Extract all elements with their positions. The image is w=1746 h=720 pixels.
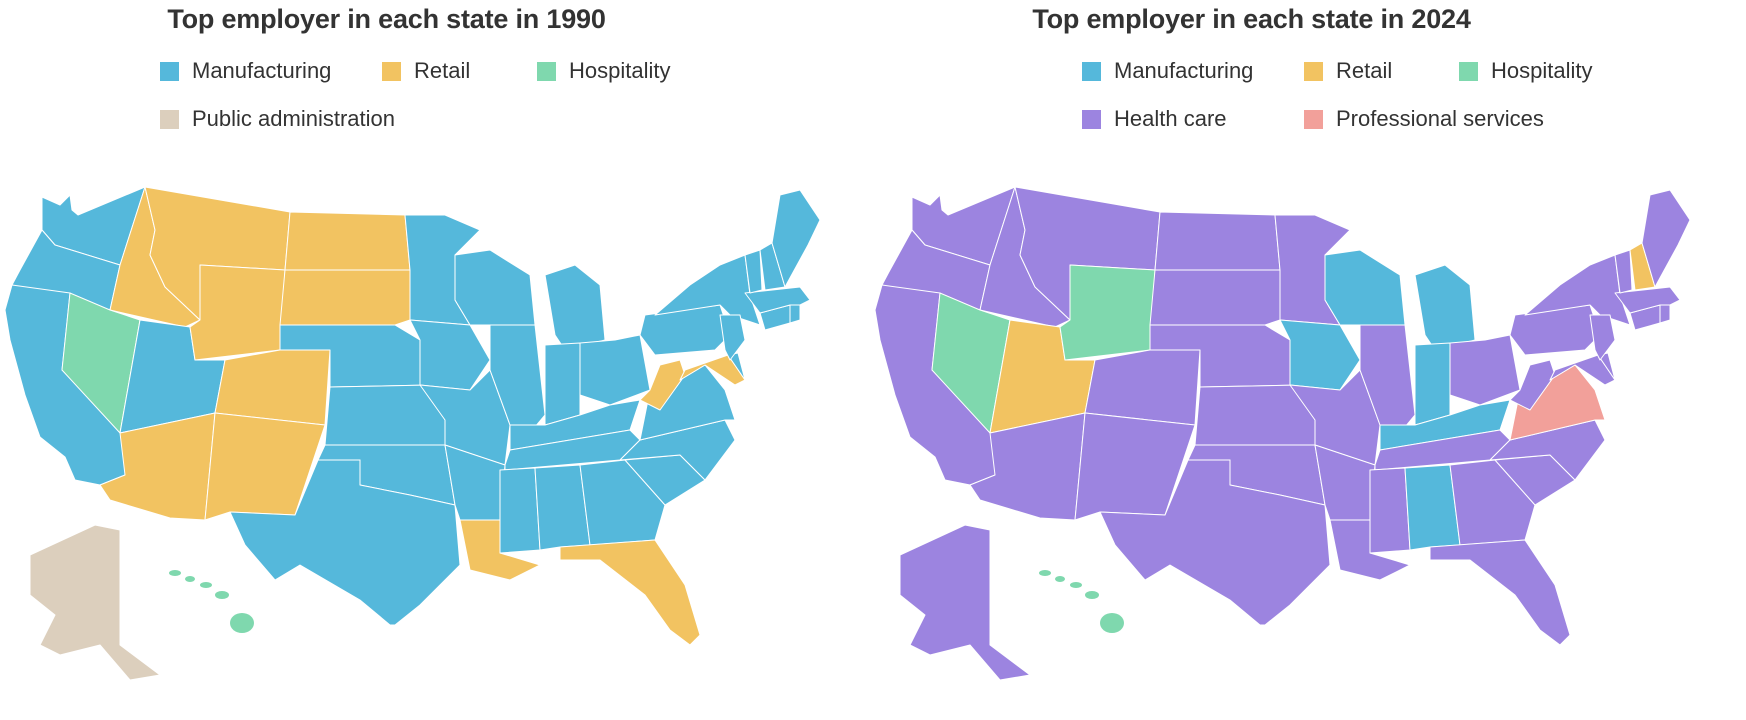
- state-nj: [719, 314, 746, 361]
- legend-swatch: [1082, 109, 1101, 129]
- state-in: [544, 342, 581, 426]
- legend-item-hospitality: Hospitality: [1459, 56, 1592, 86]
- legend-swatch: [1082, 61, 1101, 81]
- state-hi: [1039, 570, 1124, 633]
- map-title: Top employer in each state in 2024: [1032, 4, 1471, 34]
- state-ia: [409, 319, 491, 391]
- legend-item-retail: Retail: [1304, 56, 1392, 86]
- legend-swatch: [1304, 109, 1323, 129]
- legend-swatch: [160, 61, 179, 81]
- legend-swatch: [382, 61, 401, 81]
- island: [1070, 582, 1082, 588]
- state-me: [1641, 189, 1691, 288]
- legend-label: Public administration: [192, 106, 395, 131]
- legend-item-hospitality: Hospitality: [537, 56, 670, 86]
- legend-label: Retail: [414, 58, 471, 83]
- state-sd: [1149, 269, 1281, 326]
- island: [1055, 576, 1065, 582]
- state-co: [1084, 349, 1201, 426]
- state-hi: [169, 570, 254, 633]
- state-tx: [1099, 459, 1331, 626]
- state-nj: [1589, 314, 1616, 361]
- state-ia: [1279, 319, 1361, 391]
- state-mo: [419, 369, 511, 466]
- legend-label: Manufacturing: [192, 58, 332, 83]
- state-ak: [29, 524, 161, 681]
- state-fl: [559, 539, 701, 646]
- state-wy: [1059, 264, 1156, 361]
- legend-item-health-care: Health care: [1082, 104, 1227, 134]
- state-pa: [639, 304, 731, 356]
- legend-swatch: [537, 61, 556, 81]
- state-oh: [1449, 334, 1521, 406]
- map-title: Top employer in each state in 1990: [167, 4, 606, 34]
- island: [1039, 570, 1051, 576]
- state-nd: [1154, 211, 1281, 271]
- state-ms: [1369, 467, 1411, 554]
- map-panel-1990: Top employer in each state in 1990 Manuf…: [4, 4, 821, 681]
- us-map-2024: [874, 186, 1691, 681]
- state-tx: [229, 459, 461, 626]
- state-sd: [279, 269, 411, 326]
- island: [169, 570, 181, 576]
- state-mi: [544, 264, 606, 351]
- island: [185, 576, 195, 582]
- legend-swatch: [1459, 61, 1478, 81]
- legend-label: Retail: [1336, 58, 1393, 83]
- legend-label: Health care: [1114, 106, 1227, 131]
- legend-label: Manufacturing: [1114, 58, 1254, 83]
- state-wy: [189, 264, 286, 361]
- legend-item-retail: Retail: [382, 56, 470, 86]
- state-ma: [744, 286, 811, 314]
- state-wi: [454, 249, 536, 326]
- legend-label: Hospitality: [1491, 58, 1593, 83]
- state-me: [771, 189, 821, 288]
- state-pa: [1509, 304, 1601, 356]
- state-oh: [579, 334, 651, 406]
- island: [200, 582, 212, 588]
- state-ma: [1614, 286, 1681, 314]
- legend-swatch: [160, 109, 179, 129]
- legend-item-manufacturing: Manufacturing: [160, 56, 331, 86]
- state-ri: [789, 304, 801, 324]
- state-mo: [1289, 369, 1381, 466]
- state-nd: [284, 211, 411, 271]
- state-mi: [1414, 264, 1476, 351]
- legend-item-manufacturing: Manufacturing: [1082, 56, 1253, 86]
- legend-label: Hospitality: [569, 58, 671, 83]
- state-ri: [1659, 304, 1671, 324]
- state-wv: [639, 359, 686, 411]
- map-panel-2024: Top employer in each state in 2024 Manuf…: [873, 0, 1746, 720]
- island: [1085, 591, 1099, 599]
- state-in: [1414, 342, 1451, 426]
- legend-swatch: [1304, 61, 1323, 81]
- state-wi: [1324, 249, 1406, 326]
- state-ms: [499, 467, 541, 554]
- state-co: [214, 349, 331, 426]
- us-map-1990: [4, 186, 821, 681]
- legend-label: Professional services: [1336, 106, 1544, 131]
- island: [215, 591, 229, 599]
- state-wv: [1509, 359, 1556, 411]
- island: [1100, 613, 1124, 633]
- state-ak: [899, 524, 1031, 681]
- state-vt: [744, 249, 763, 294]
- island: [230, 613, 254, 633]
- state-fl: [1429, 539, 1571, 646]
- legend-item-public-administration: Public administration: [160, 104, 395, 134]
- state-vt: [1614, 249, 1633, 294]
- legend-item-professional-services: Professional services: [1304, 104, 1544, 134]
